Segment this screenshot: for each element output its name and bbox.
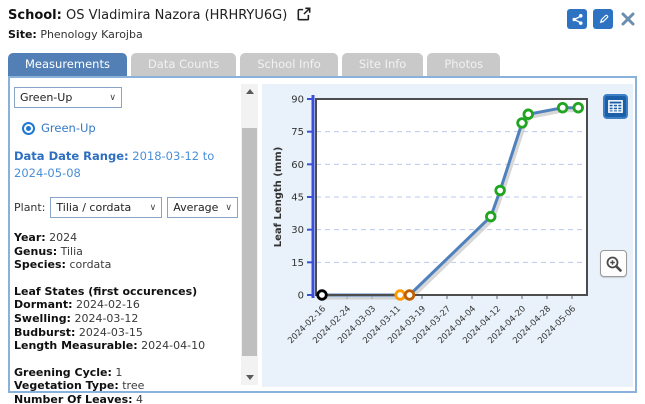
external-link-icon[interactable] — [297, 7, 311, 25]
info-row: Swelling: 2024-03-12 — [14, 311, 139, 325]
greenup-radio-row[interactable]: Green-Up — [22, 121, 238, 135]
plant-info: Year: 2024 Genus: Tilia Species: cordata Le… — [14, 231, 238, 404]
aggregate-select-value: Average — [173, 201, 219, 214]
info-row: Genus: Tilia — [14, 244, 83, 258]
data-point[interactable] — [403, 289, 416, 301]
site-name: Phenology Karojba — [40, 28, 143, 41]
info-row: Length Measurable: 2024-04-10 — [14, 339, 206, 353]
data-point[interactable] — [522, 108, 534, 120]
y-tick-label: 45 — [291, 193, 304, 204]
data-point[interactable] — [394, 289, 406, 301]
info-row: Vegetation Type: tree — [14, 379, 145, 393]
y-tick-label: 75 — [291, 127, 304, 138]
greenup-radio[interactable] — [22, 121, 35, 135]
y-axis-title: Leaf Length (mm) — [273, 147, 284, 248]
plant-select[interactable]: Tilia / cordata ∨ — [50, 197, 163, 218]
site-label: Site: — [8, 28, 37, 41]
triangle-up-icon — [245, 89, 254, 94]
share-icon — [571, 13, 583, 25]
triangle-down-icon — [245, 375, 254, 380]
data-point[interactable] — [494, 184, 506, 197]
data-point[interactable] — [316, 289, 328, 301]
tab-bar: Measurements Data Counts School Info Site I… — [8, 53, 501, 76]
date-range-value: 2018-03-12 to 2024-05-08 — [14, 149, 215, 180]
tab-measurements[interactable]: Measurements — [8, 53, 127, 76]
chart-zoom-button[interactable] — [600, 250, 627, 277]
tab-site-info[interactable]: Site Info — [341, 53, 424, 76]
vertical-scrollbar[interactable] — [241, 84, 258, 385]
info-row: Year: 2024 — [14, 231, 78, 244]
data-point[interactable] — [485, 210, 497, 223]
magnifier-plus-icon — [606, 256, 622, 272]
aggregate-select[interactable]: Average ∨ — [167, 197, 238, 218]
measurement-type-select[interactable]: Green-Up ∨ — [14, 87, 122, 108]
chevron-down-icon: ∨ — [149, 202, 157, 213]
info-row: Greening Cycle: 1 — [14, 365, 123, 379]
y-tick-label: 60 — [291, 160, 304, 171]
y-tick-label: 30 — [291, 225, 304, 236]
measurement-type-value: Green-Up — [20, 91, 73, 104]
info-row: Budburst: 2024-03-15 — [14, 325, 143, 339]
tab-school-info[interactable]: School Info — [240, 53, 338, 76]
scroll-down-button[interactable] — [241, 370, 258, 385]
info-row: Species: cordata — [14, 258, 112, 272]
site-header: Site: Phenology Karojba — [8, 28, 143, 41]
chevron-down-icon: ∨ — [109, 92, 116, 103]
y-tick-label: 90 — [291, 95, 304, 106]
school-label: School: — [8, 8, 62, 23]
info-row: Number Of Leaves: 4 — [14, 392, 144, 404]
y-tick-label: 0 — [298, 291, 304, 302]
y-tick-label: 15 — [291, 258, 304, 269]
measurements-panel: Green-Up ∨ Green-Up Data Date Range: 201… — [8, 76, 637, 404]
data-table-button[interactable] — [603, 94, 628, 119]
plant-label: Plant: — [14, 201, 46, 214]
chart-panel: 0 15 30 45 60 75 90 Leaf Length (mm) 2024-02-16 2… — [262, 84, 633, 387]
header-actions — [567, 9, 637, 29]
date-range-label: Data Date Range: — [14, 149, 129, 163]
date-range: Data Date Range: 2018-03-12 to 2024-05-0… — [14, 148, 226, 182]
school-name: OS Vladimira Nazora (HRHRYU6G) — [65, 8, 288, 23]
scrollbar-thumb[interactable] — [242, 128, 257, 356]
table-icon — [608, 100, 623, 113]
plant-select-value: Tilia / cordata — [56, 201, 132, 214]
share-button[interactable] — [567, 9, 587, 29]
edit-button[interactable] — [593, 9, 613, 29]
school-header: School: OS Vladimira Nazora (HRHRYU6G) — [8, 7, 311, 25]
data-point[interactable] — [556, 102, 569, 114]
pencil-icon — [599, 14, 608, 23]
data-point[interactable] — [516, 117, 528, 129]
info-row: Dormant: 2024-02-16 — [14, 298, 140, 312]
tab-data-counts[interactable]: Data Counts — [130, 53, 237, 76]
greenup-radio-label: Green-Up — [41, 121, 96, 135]
left-column: Green-Up ∨ Green-Up Data Date Range: 201… — [14, 86, 238, 404]
close-icon — [621, 12, 635, 26]
plant-row: Plant: Tilia / cordata ∨ Average ∨ — [14, 197, 238, 218]
chevron-down-icon: ∨ — [225, 202, 232, 213]
info-row: Leaf States (first occurences) — [14, 284, 198, 298]
close-button[interactable] — [619, 9, 637, 29]
data-point[interactable] — [572, 102, 584, 114]
tab-photos[interactable]: Photos — [427, 53, 501, 76]
scroll-up-button[interactable] — [241, 84, 258, 99]
